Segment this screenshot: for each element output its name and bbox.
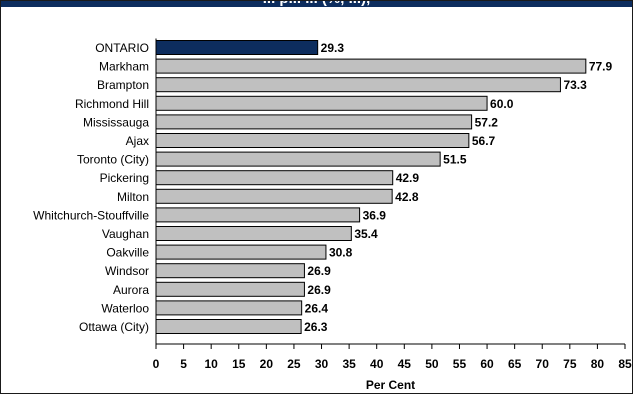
bar (155, 58, 587, 74)
category-label: Brampton (97, 78, 149, 92)
bar (155, 263, 305, 279)
category-label: Oakville (106, 246, 149, 260)
x-tick-label: 15 (232, 357, 246, 371)
x-tick-label: 0 (153, 357, 160, 371)
bar (155, 133, 470, 148)
category-label: Waterloo (101, 301, 149, 315)
bar (155, 114, 473, 130)
value-label: 60.0 (490, 97, 514, 111)
x-tick-label: 85 (618, 357, 632, 371)
bar (155, 226, 352, 241)
bar (155, 95, 488, 111)
x-axis-title: Per Cent (366, 378, 415, 392)
value-label: 42.8 (395, 190, 419, 204)
x-tick-label: 50 (425, 357, 439, 371)
bar (155, 170, 394, 186)
x-tick-label: 65 (508, 357, 522, 371)
bar (155, 319, 302, 334)
x-tick-label: 80 (591, 357, 605, 371)
x-tick-label: 40 (370, 357, 384, 371)
category-label: Aurora (113, 283, 149, 297)
x-tick-label: 70 (536, 357, 550, 371)
category-label: Mississauga (83, 115, 149, 129)
category-label: Milton (117, 190, 149, 204)
value-label: 36.9 (363, 208, 387, 222)
value-label: 77.9 (589, 60, 613, 74)
category-label: Ottawa (City) (79, 320, 149, 334)
category-label: Toronto (City) (77, 153, 149, 167)
bar (155, 207, 361, 223)
category-label: Whitchurch-Stouffville (33, 208, 149, 222)
value-label: 57.2 (475, 115, 499, 129)
category-label: Pickering (100, 171, 149, 185)
x-tick-label: 55 (453, 357, 467, 371)
value-label: 26.9 (307, 264, 331, 278)
category-label: Richmond Hill (75, 97, 149, 111)
x-tick-label: 10 (204, 357, 218, 371)
bar (155, 40, 319, 55)
category-label: ONTARIO (95, 41, 149, 55)
value-label: 26.4 (305, 301, 329, 315)
bars: ONTARIO 29.3 Markham 77.9 Brampton 73.3 Richmo… (33, 40, 613, 334)
value-label: 73.3 (563, 78, 587, 92)
title-bar: ... p... ... (%, ...), (1, 1, 632, 7)
x-tick-label: 45 (398, 357, 412, 371)
x-tick-label: 60 (480, 357, 494, 371)
x-tick-label: 20 (260, 357, 274, 371)
bar (155, 244, 327, 260)
value-label: 51.5 (443, 153, 467, 167)
category-label: Markham (99, 60, 149, 74)
x-tick-label: 25 (287, 357, 301, 371)
x-tick-label: 30 (315, 357, 329, 371)
value-label: 35.4 (354, 227, 378, 241)
bar (155, 300, 303, 316)
category-label: Vaughan (102, 227, 149, 241)
x-axis: 0 5 10 15 20 25 30 35 40 45 50 55 60 65 70 75 80 85 (153, 38, 632, 371)
x-tick-label: 5 (180, 357, 187, 371)
value-label: 42.9 (396, 171, 420, 185)
x-tick-label: 75 (563, 357, 577, 371)
value-label: 56.7 (472, 134, 496, 148)
value-label: 26.9 (307, 283, 331, 297)
category-label: Windsor (105, 264, 149, 278)
chart-title: ... p... ... (%, ...), (1, 1, 632, 8)
bar (155, 77, 561, 93)
x-tick-label: 35 (342, 357, 356, 371)
category-label: Ajax (126, 134, 149, 148)
bar (155, 151, 441, 167)
value-label: 26.3 (304, 320, 328, 334)
value-label: 29.3 (321, 41, 345, 55)
bar (155, 188, 393, 204)
bar (155, 281, 305, 297)
value-label: 30.8 (329, 246, 353, 260)
